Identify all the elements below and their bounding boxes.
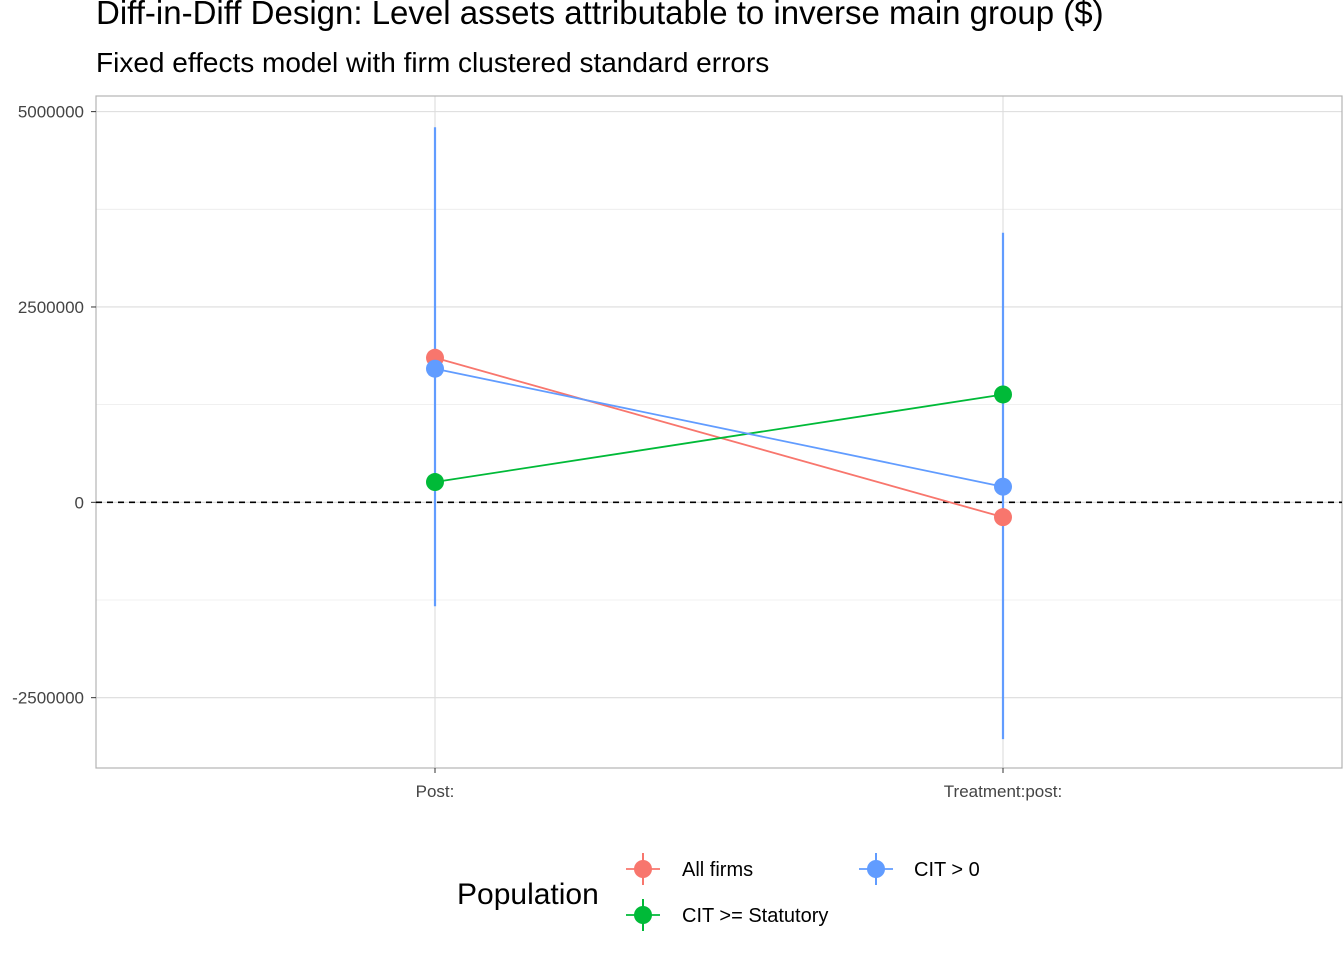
series-line — [434, 393, 1004, 483]
legend-key-point — [634, 906, 652, 924]
chart-title: Diff-in-Diff Design: Level assets attrib… — [96, 0, 1104, 31]
legend-label: All firms — [682, 859, 753, 881]
data-point — [426, 473, 444, 492]
series-line — [434, 367, 1004, 488]
data-point — [426, 359, 444, 378]
legend: Population All firms CIT >= Statutory CIT >… — [457, 853, 980, 931]
legend-key-point — [634, 860, 652, 878]
y-tick-label: 0 — [75, 493, 84, 512]
legend-title: Population — [457, 878, 599, 911]
y-tick-label: 2500000 — [18, 298, 84, 317]
legend-key-point — [867, 860, 885, 878]
data-point — [994, 385, 1012, 404]
x-axis: Post: Treatment:post: — [416, 768, 1062, 801]
x-tick-label: Post: — [416, 782, 455, 801]
chart-subtitle: Fixed effects model with firm clustered … — [96, 47, 770, 78]
series-layer — [426, 127, 1012, 740]
y-tick-label: -2500000 — [12, 689, 84, 708]
x-tick-label: Treatment:post: — [944, 782, 1062, 801]
y-tick-label: 5000000 — [18, 103, 84, 122]
y-axis: -2500000 0 2500000 5000000 — [12, 103, 96, 708]
legend-label: CIT >= Statutory — [682, 905, 828, 927]
data-point — [994, 477, 1012, 496]
panel-border — [95, 95, 1343, 769]
grid-lines — [96, 96, 1342, 768]
data-point — [994, 508, 1012, 527]
legend-label: CIT > 0 — [914, 859, 980, 881]
